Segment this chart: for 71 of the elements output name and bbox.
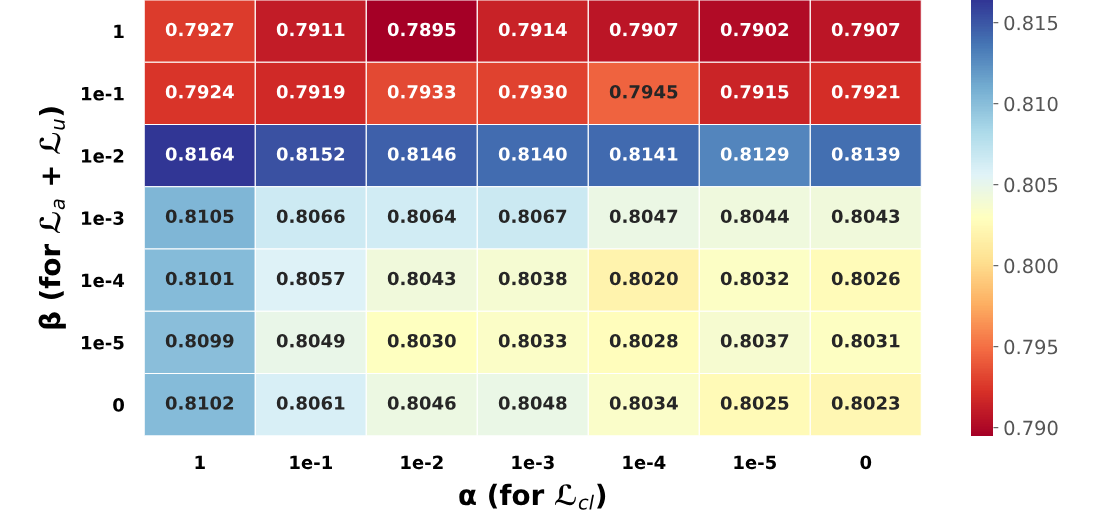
data-label: 0.8030 (387, 333, 456, 348)
data-label: 0.8037 (720, 333, 789, 348)
y-tick-label: 0 (113, 398, 124, 412)
color-bar-label: 0.815 (1004, 15, 1058, 31)
data-label: 0.8101 (165, 271, 234, 286)
color-bar-label: 0.810 (1004, 96, 1058, 112)
data-label: 0.8049 (276, 333, 345, 348)
color-bar-label: 0.790 (1004, 420, 1058, 436)
data-label: 0.8057 (276, 271, 345, 286)
data-label: 0.8046 (387, 396, 456, 410)
data-label: 0.7895 (387, 22, 456, 37)
x-tick-label: 1 (195, 455, 205, 469)
y-tick-label: 1e-3 (82, 211, 124, 225)
data-label: 0.7924 (165, 84, 234, 99)
x-tick-label: 1e-5 (734, 455, 776, 470)
data-label: 0.8067 (498, 209, 567, 224)
x-tick-label: 0 (860, 455, 872, 470)
data-label: 0.8028 (609, 333, 678, 348)
data-label: 0.8099 (165, 333, 234, 348)
data-label: 0.7930 (498, 84, 567, 99)
data-label: 0.8043 (387, 271, 456, 286)
data-label: 0.7945 (609, 84, 678, 99)
y-tick-label: 1e-5 (82, 336, 124, 350)
data-label: 0.8061 (276, 396, 345, 410)
x-tick-label: 1e-3 (512, 455, 554, 470)
y-axis-title: β (for ℒ$_{a}$ + ℒ$_{u}$) (38, 107, 66, 329)
data-label: 0.8102 (165, 396, 234, 410)
data-label: 0.7933 (387, 84, 456, 99)
data-label: 0.8129 (720, 147, 789, 161)
data-label: 0.8038 (498, 271, 567, 286)
data-label: 0.8048 (498, 396, 567, 410)
x-axis-title: α (for ℒ$_{cl}$) (459, 483, 606, 510)
y-tick-label: 1 (114, 24, 124, 38)
data-label: 0.7915 (720, 84, 789, 99)
data-label: 0.8020 (609, 271, 678, 286)
data-label: 0.8043 (831, 209, 900, 224)
data-label: 0.7907 (609, 22, 678, 37)
data-label: 0.8105 (165, 209, 234, 224)
data-label: 0.8140 (498, 147, 567, 161)
data-label: 0.8139 (831, 147, 900, 161)
data-label: 0.7927 (165, 22, 234, 37)
data-label: 0.7921 (831, 84, 900, 99)
data-label: 0.8066 (276, 209, 345, 224)
y-tick-label: 1e-1 (82, 87, 124, 101)
data-label: 0.8146 (387, 147, 456, 161)
data-label: 0.7914 (498, 22, 567, 37)
x-tick-label: 1e-4 (623, 455, 666, 470)
data-label: 0.8025 (720, 396, 789, 410)
data-label: 0.7919 (276, 84, 345, 99)
y-tick-label: 1e-4 (82, 273, 125, 288)
x-tick-label: 1e-1 (290, 455, 332, 470)
data-label: 0.7907 (831, 22, 900, 37)
data-label: 0.8023 (831, 396, 900, 410)
color-bar-label: 0.795 (1004, 339, 1058, 355)
data-label: 0.8033 (498, 333, 567, 348)
data-label: 0.8164 (165, 147, 234, 161)
data-label: 0.8044 (720, 209, 789, 224)
x-tick-label: 1e-2 (401, 455, 443, 470)
data-label: 0.8047 (609, 209, 678, 224)
y-tick-label: 1e-2 (82, 149, 124, 163)
data-label: 0.8032 (720, 271, 789, 286)
color-bar-label: 0.805 (1004, 177, 1058, 193)
data-label: 0.8034 (609, 396, 678, 410)
data-label: 0.7911 (276, 22, 345, 37)
data-label: 0.8026 (831, 271, 900, 286)
color-bar-label: 0.800 (1004, 258, 1058, 274)
data-label: 0.8064 (387, 209, 456, 224)
data-label: 0.8152 (276, 147, 345, 161)
data-label: 0.7902 (720, 22, 789, 37)
data-label: 0.8141 (609, 147, 678, 161)
data-label: 0.8031 (831, 333, 900, 348)
